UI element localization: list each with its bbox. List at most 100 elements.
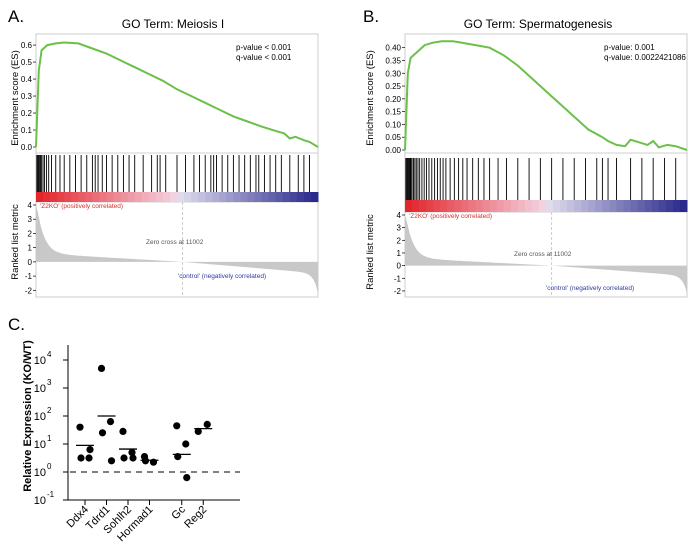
data-point [98, 429, 107, 437]
gradient-segment [609, 200, 617, 212]
gradient-segment [482, 200, 491, 212]
data-point [85, 454, 93, 462]
metric-tick-label: 1 [28, 244, 33, 253]
gradient-segment [57, 192, 65, 202]
gradient-segment [644, 200, 653, 212]
gradient-segment [616, 200, 625, 212]
negative-correlation-label: 'control' (negatively correlated) [546, 285, 634, 292]
gradient-segment [275, 192, 284, 202]
gradient-segment [426, 200, 434, 212]
gradient-segment [78, 192, 86, 202]
metric-tick-label: 1 [397, 249, 402, 258]
gradient-segment [574, 200, 582, 212]
zero-cross-label: Zero cross at 11002 [514, 251, 572, 258]
y-tick-base: 10 [34, 495, 46, 507]
gradient-segment [637, 200, 646, 212]
metric-tick-label: 3 [28, 215, 33, 224]
gradient-segment [296, 192, 305, 202]
es-tick-label: 0.1 [21, 126, 33, 135]
y-tick-exponent: 2 [47, 406, 52, 415]
p-value-label: p-value < 0.001 [236, 43, 292, 52]
gradient-segment [177, 192, 185, 202]
gradient-segment [489, 200, 498, 212]
gradient-segment [440, 200, 448, 212]
gradient-segment [665, 200, 674, 212]
gradient-segment [546, 200, 554, 212]
gradient-segment [679, 200, 688, 212]
gradient-segment [475, 200, 484, 212]
gradient-segment [602, 200, 610, 212]
y-tick-base: 10 [34, 383, 46, 395]
gradient-segment [162, 192, 171, 202]
data-point [129, 454, 137, 462]
gradient-segment [538, 200, 547, 212]
es-ticks: 0.00 0.05 0.10 0.15 0.20 0.25 0.30 0.35 0.40 [385, 44, 405, 155]
y-tick-exponent: 1 [47, 434, 52, 443]
zero-cross-label: Zero cross at 11002 [146, 239, 204, 246]
gradient-segment [531, 200, 540, 212]
y-tick-exponent: 3 [47, 378, 52, 387]
q-value-label: q-value: 0.0022421086 [604, 53, 686, 62]
metric-tick-label: -1 [394, 274, 402, 283]
gradient-segment [524, 200, 533, 212]
gradient-segment [71, 192, 79, 202]
data-point [77, 454, 85, 462]
gradient-segment [155, 192, 164, 202]
gsea-panel-a: A. GO Term: Meiosis I Enrichment score (… [8, 7, 319, 298]
data-point [86, 446, 94, 454]
gsea-title: GO Term: Spermatogenesis [464, 17, 613, 31]
gradient-segment [496, 200, 505, 212]
gradient-segment [454, 200, 462, 212]
es-tick-label: 0.2 [21, 109, 33, 118]
data-point [120, 454, 128, 462]
hit-lines [36, 155, 310, 192]
y-tick-base: 10 [34, 355, 46, 367]
data-point [203, 420, 211, 428]
es-tick-label: 0.3 [21, 92, 33, 101]
gradient-segment [581, 200, 589, 212]
metric-tick-label: -2 [25, 286, 33, 295]
metric-axis-label: Ranked list metric [10, 204, 21, 280]
gradient-segment [247, 192, 256, 202]
category-label: Reg2 [182, 504, 209, 531]
gradient-segment [85, 192, 93, 202]
y-tick-exponent: -1 [47, 490, 55, 499]
gradient-segment [405, 200, 413, 212]
ranked-metric-area [36, 205, 318, 294]
gradient-segment [106, 192, 115, 202]
y-tick-base: 10 [34, 439, 46, 451]
y-tick-exponent: 0 [47, 462, 52, 471]
gradient-segment [553, 200, 561, 212]
gradient-segment [268, 192, 277, 202]
gradient-segment [141, 192, 150, 202]
es-tick-label: 0.5 [21, 58, 33, 67]
data-point [128, 448, 136, 456]
es-tick-label: 0.40 [385, 44, 401, 53]
gradient-segment [510, 200, 519, 212]
metric-tick-label: 0 [397, 262, 402, 271]
metric-tick-label: 3 [397, 224, 402, 233]
metric-tick-label: 4 [397, 211, 402, 220]
data-point [182, 440, 190, 448]
gradient-segment [588, 200, 596, 212]
p-value-label: p-value: 0.001 [604, 43, 655, 52]
gradient-segment [282, 192, 291, 202]
gsea-panel-b: B. GO Term: Spermatogenesis Enrichment s… [363, 7, 688, 298]
gradient-segment [36, 192, 44, 202]
gradient-segment [289, 192, 298, 202]
gradient-segment [226, 192, 234, 202]
gradient-segment [461, 200, 469, 212]
metric-tick-label: 4 [28, 201, 33, 210]
enrichment-curve [404, 40, 688, 151]
es-tick-label: 0.4 [21, 75, 33, 84]
gradient-segment [127, 192, 136, 202]
es-tick-label: 0.00 [385, 146, 401, 155]
es-tick-label: 0.05 [385, 133, 401, 142]
gradient-segment [567, 200, 575, 212]
data-point [76, 423, 84, 431]
expression-scatter-panel: C. Relative Expression (KO/WT) 10-110010… [8, 315, 240, 544]
gradient-segment [517, 200, 526, 212]
gradient-segment [43, 192, 51, 202]
gradient-segment [212, 192, 220, 202]
es-axis-label: Enrichment score (ES) [10, 50, 21, 146]
